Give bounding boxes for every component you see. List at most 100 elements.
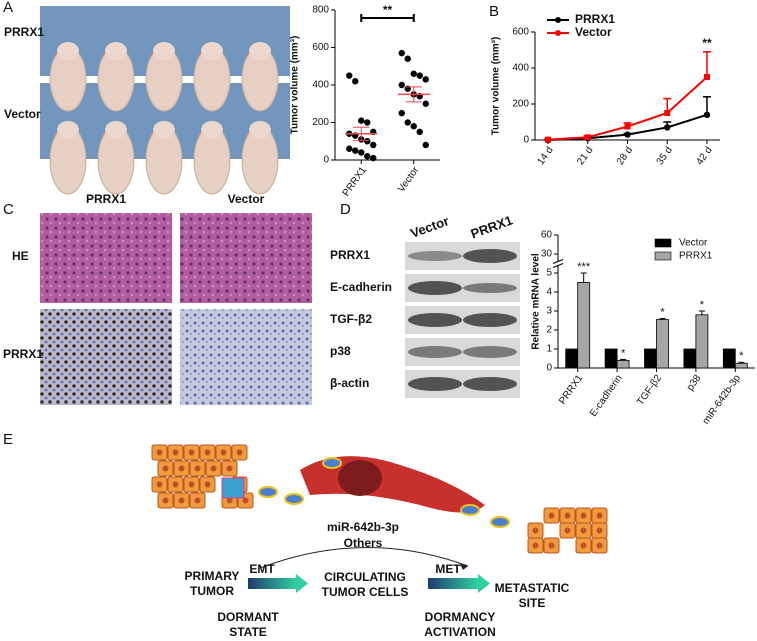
panel-label: E xyxy=(3,431,13,448)
point xyxy=(364,138,371,145)
schema-label: ACTIVATION xyxy=(424,625,496,639)
point xyxy=(370,141,377,149)
marker xyxy=(624,123,631,130)
arrow xyxy=(428,578,478,589)
x-tick-label: 35 d xyxy=(655,145,675,167)
point xyxy=(352,147,359,154)
band xyxy=(408,377,462,391)
vessel-lumen xyxy=(338,460,382,496)
row-label: PRRX1 xyxy=(330,248,370,262)
schema-label: METASTATIC xyxy=(495,581,570,595)
marker xyxy=(624,131,631,138)
significance: * xyxy=(660,307,665,319)
nucleus xyxy=(188,449,195,456)
x-tick-label: PRRX1 xyxy=(341,165,369,199)
mouse-head xyxy=(57,121,79,139)
marker xyxy=(545,136,551,143)
nucleus xyxy=(194,497,201,504)
point xyxy=(358,149,365,156)
significance: * xyxy=(621,347,626,359)
y-tick-label: 5 xyxy=(546,268,552,279)
bar xyxy=(616,359,630,369)
bar xyxy=(695,314,709,369)
y-tick-label: 4 xyxy=(546,287,552,298)
x-tick-label: 42 d xyxy=(694,145,714,167)
y-tick-label: 600 xyxy=(512,27,529,38)
legend-label: PRRX1 xyxy=(575,12,615,26)
nucleus xyxy=(204,481,211,488)
nucleus xyxy=(178,465,185,472)
legend-swatch xyxy=(654,251,672,261)
arc-arrow xyxy=(259,547,469,569)
panel-labels: A B C D E xyxy=(3,0,499,448)
row-label: E-cadherin xyxy=(330,280,392,294)
band xyxy=(408,313,462,327)
western-blot xyxy=(405,242,520,398)
arrowhead xyxy=(460,564,468,570)
point xyxy=(358,117,365,124)
nucleus xyxy=(532,527,539,534)
panel-label: D xyxy=(340,201,351,218)
point xyxy=(410,123,417,130)
mouse-head xyxy=(153,121,175,139)
point xyxy=(422,141,429,149)
y-tick-label: 0 xyxy=(546,363,552,374)
ctc xyxy=(258,486,278,498)
bar xyxy=(604,348,618,369)
nucleus xyxy=(226,465,233,472)
schema-label: DORMANCY xyxy=(425,610,496,624)
row-label: PRRX1 xyxy=(3,347,43,361)
schema-label: DORMANT xyxy=(217,610,279,624)
row-label: Vector xyxy=(4,107,41,121)
nucleus xyxy=(188,481,195,488)
nucleus xyxy=(162,497,169,504)
y-tick-label: 200 xyxy=(312,117,329,128)
arrow xyxy=(248,578,296,589)
ihc-image xyxy=(40,309,172,405)
panel-label: A xyxy=(3,0,13,16)
y-tick-label: 0 xyxy=(323,155,329,166)
nucleus xyxy=(548,542,555,549)
point xyxy=(422,76,429,83)
point xyxy=(404,119,411,126)
nucleus xyxy=(242,497,249,504)
y-axis-label: Tumor volume (mm³) xyxy=(290,36,301,135)
mouse-head xyxy=(201,42,223,60)
y-tick-label: 3 xyxy=(546,306,552,317)
legend-label: Vector xyxy=(575,25,612,39)
marker xyxy=(664,110,671,116)
schema-label: TUMOR xyxy=(190,584,234,598)
band xyxy=(408,346,462,358)
schema-label: Others xyxy=(344,536,383,550)
he-image xyxy=(180,213,312,303)
nucleus xyxy=(220,449,227,456)
arrowhead xyxy=(478,574,490,593)
bar xyxy=(734,362,748,369)
point xyxy=(416,72,423,79)
y-tick-label: 60 xyxy=(541,230,553,241)
column-label: PRRX1 xyxy=(469,213,515,242)
schema-label: miR-642b-3p xyxy=(327,520,399,534)
point xyxy=(352,78,359,85)
annotation: ** xyxy=(383,3,393,17)
nucleus xyxy=(172,481,179,488)
ctc xyxy=(284,493,304,505)
x-tick-label: p38 xyxy=(685,373,704,393)
y-tick-label: 400 xyxy=(312,80,329,91)
mouse-head xyxy=(249,121,271,139)
significance: * xyxy=(700,299,705,311)
band xyxy=(463,377,517,391)
y-tick-label: 400 xyxy=(512,63,529,74)
nucleus xyxy=(580,512,587,519)
row-label: p38 xyxy=(330,344,351,358)
point xyxy=(398,49,405,57)
band xyxy=(463,346,517,358)
nucleus xyxy=(226,497,233,504)
bar xyxy=(683,348,697,369)
marker xyxy=(664,124,671,131)
row-label: HE xyxy=(12,249,29,263)
nucleus xyxy=(156,449,163,456)
x-tick-label: 21 d xyxy=(575,145,595,167)
marker xyxy=(704,74,710,80)
y-tick-label: 200 xyxy=(512,99,529,110)
